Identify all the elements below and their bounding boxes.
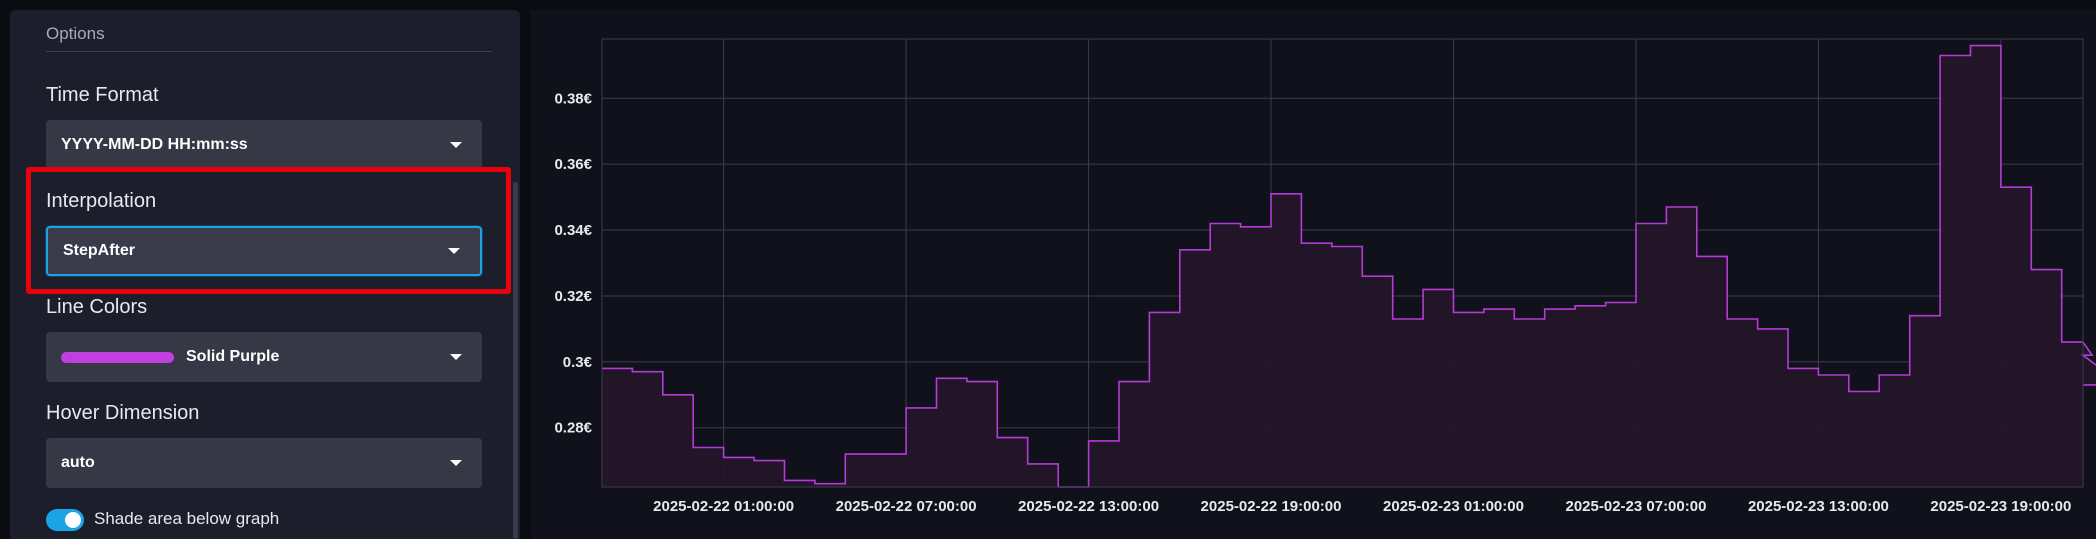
x-tick-label: 2025-02-23 07:00:00 [1565, 498, 1706, 515]
color-swatch [61, 351, 174, 363]
x-tick-label: 2025-02-23 01:00:00 [1383, 498, 1524, 515]
y-tick-label: 0.3€ [563, 354, 593, 371]
y-tick-label: 0.28€ [554, 420, 592, 437]
chevron-down-icon [450, 460, 462, 466]
y-tick-label: 0.38€ [554, 90, 592, 107]
interpolation-value: StepAfter [63, 242, 136, 259]
y-tick-label: 0.34€ [554, 222, 592, 239]
time-format-label: Time Format [46, 84, 159, 106]
price-chart[interactable]: 0.28€ 0.3€ 0.32€ 0.34€ 0.36€ 0.38€ 2025-02-22… [531, 10, 2096, 539]
line-colors-value: Solid Purple [186, 348, 280, 365]
toggle-knob [65, 512, 81, 528]
time-format-value: YYYY-MM-DD HH:mm:ss [61, 136, 248, 153]
chevron-down-icon [450, 142, 462, 148]
chart-panel: 0.28€ 0.3€ 0.32€ 0.34€ 0.36€ 0.38€ 2025-02-22… [531, 10, 2096, 539]
time-format-dropdown[interactable]: YYYY-MM-DD HH:mm:ss [46, 120, 482, 170]
hover-dimension-label: Hover Dimension [46, 402, 200, 424]
y-tick-label: 0.32€ [554, 288, 592, 305]
series-line [602, 44, 2096, 488]
x-tick-label: 2025-02-22 19:00:00 [1201, 498, 1342, 515]
x-tick-label: 2025-02-22 07:00:00 [836, 498, 977, 515]
options-scrollbar[interactable] [513, 182, 518, 539]
shade-area-label: Shade area below graph [94, 509, 280, 528]
x-tick-label: 2025-02-22 13:00:00 [1018, 498, 1159, 515]
line-colors-label: Line Colors [46, 296, 148, 318]
options-section-title: Options [46, 24, 105, 43]
options-panel: Options Time Format YYYY-MM-DD HH:mm:ss … [10, 10, 520, 539]
x-axis: 2025-02-22 01:00:00 2025-02-22 07:00:00 20… [653, 498, 2071, 515]
interpolation-dropdown[interactable]: StepAfter [46, 226, 482, 276]
section-divider [46, 51, 492, 52]
chevron-down-icon [450, 354, 462, 360]
plot-frame [601, 38, 2084, 488]
y-axis: 0.28€ 0.3€ 0.32€ 0.34€ 0.36€ 0.38€ [554, 90, 592, 436]
shade-area-toggle[interactable] [46, 509, 84, 531]
y-tick-label: 0.36€ [554, 156, 592, 173]
x-tick-label: 2025-02-22 01:00:00 [653, 498, 794, 515]
hover-dimension-dropdown[interactable]: auto [46, 438, 482, 488]
series-area [602, 45, 2096, 487]
hover-dimension-value: auto [61, 454, 95, 471]
chevron-down-icon [448, 248, 460, 254]
interpolation-label: Interpolation [46, 190, 157, 212]
line-colors-dropdown[interactable]: Solid Purple [46, 332, 482, 382]
x-tick-label: 2025-02-23 13:00:00 [1748, 498, 1889, 515]
x-tick-label: 2025-02-23 19:00:00 [1930, 498, 2071, 515]
